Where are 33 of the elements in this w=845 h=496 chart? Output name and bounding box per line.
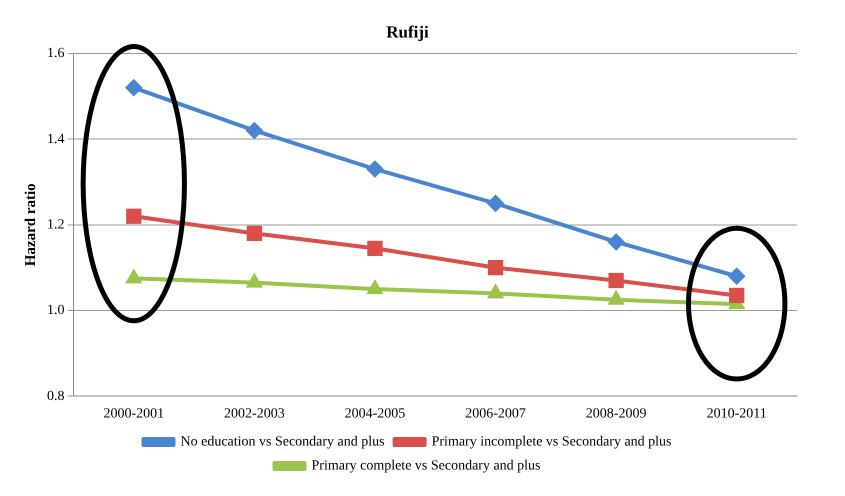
legend-label: Primary complete vs Secondary and plus [312, 458, 541, 474]
point [126, 80, 142, 96]
point [368, 281, 382, 294]
x-tick-label: 2006-2007 [465, 406, 526, 422]
y-tick-label: 1.0 [47, 303, 64, 318]
point [488, 285, 503, 298]
chart-title: Rufiji [386, 22, 430, 42]
point [488, 195, 504, 212]
x-tick-label: 2008-2009 [586, 406, 646, 422]
point [126, 270, 141, 284]
x-tick-label: 2002-2003 [224, 406, 285, 422]
point [608, 234, 624, 250]
legend-label: Primary incomplete vs Secondary and plus [432, 434, 672, 450]
point [246, 122, 262, 139]
point [247, 274, 262, 288]
y-tick-label: 1.6 [47, 46, 64, 62]
point [367, 240, 383, 256]
point [126, 208, 142, 224]
point [488, 260, 504, 276]
x-tick-label: 2004-2005 [344, 406, 406, 422]
y-tick-label: 1.4 [47, 132, 64, 147]
x-tick-label: 2000-2001 [103, 406, 164, 422]
y-tick-label: 0.8 [47, 388, 64, 404]
legend-label: No education vs Secondary and plus [180, 434, 385, 450]
point [728, 268, 745, 284]
x-tick-label: 2010-2011 [706, 406, 767, 422]
point [608, 292, 624, 305]
point [608, 272, 624, 288]
point [246, 226, 262, 242]
y-tick-label: 1.2 [47, 217, 64, 232]
point [729, 288, 744, 304]
y-axis-title: Hazard ratio [22, 183, 39, 266]
point [366, 161, 383, 178]
